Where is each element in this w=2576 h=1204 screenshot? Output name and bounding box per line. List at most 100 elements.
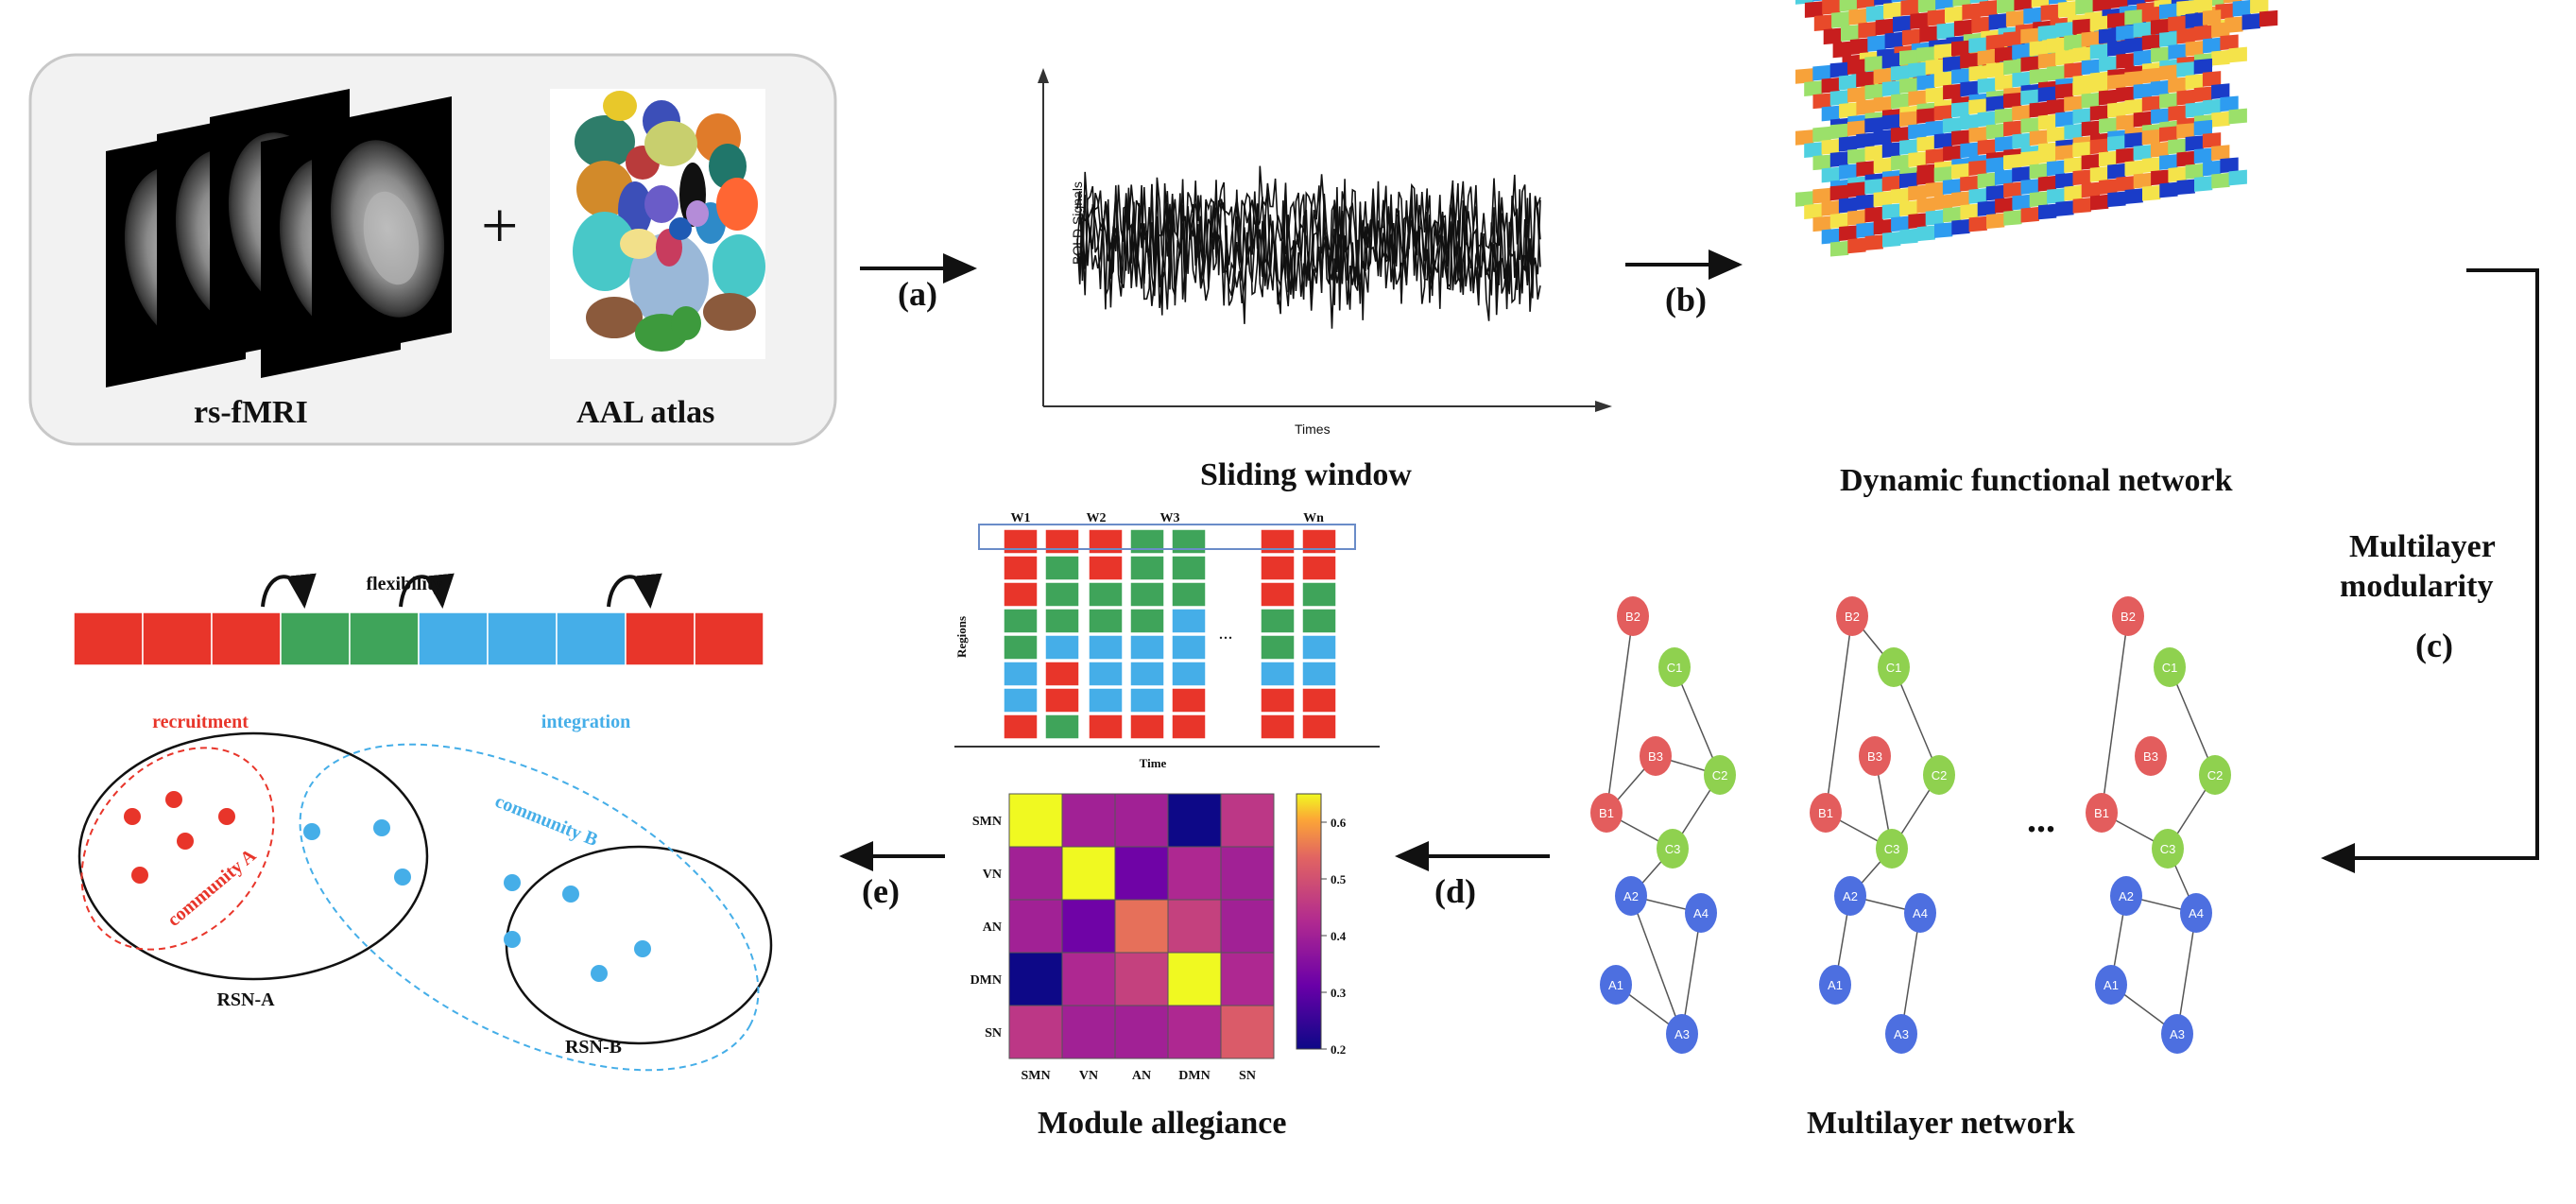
network-node-label: A3: [2170, 1027, 2185, 1041]
community-b-node: [634, 940, 651, 957]
community-cell: [1260, 555, 1296, 581]
sliding-window-title: Sliding window: [1200, 457, 1412, 492]
switch-arrow-icon: [261, 573, 317, 609]
colorbar-tick: 0.4: [1331, 929, 1347, 943]
heatmap-cell: [1008, 793, 1063, 848]
community-cell: [1301, 581, 1337, 608]
heatmap-cell: [1167, 846, 1222, 901]
recruitment-label: recruitment: [152, 712, 249, 732]
aal-atlas-image: [550, 89, 765, 359]
heatmap-cell: [1220, 899, 1275, 954]
window-label-w1: W1: [1011, 511, 1031, 525]
heatmap-cell: [1167, 952, 1222, 1006]
community-cell: [1301, 687, 1337, 714]
heatmap-row-label: SMN: [972, 815, 1002, 829]
network-layer: B2 C1 B3 C2 B1 C3 A2 A4 A1 A3: [2086, 596, 2231, 1054]
flexibility-bar-cell: [142, 611, 213, 666]
network-node-label: A4: [1693, 906, 1709, 920]
heatmap-col-label: DMN: [1178, 1069, 1210, 1083]
multilayer-modularity-line2: modularity: [2340, 569, 2494, 604]
community-cell: [1003, 661, 1039, 687]
y-axis-arrow-icon: [1038, 68, 1049, 83]
heatmap-col-label: AN: [1132, 1069, 1151, 1083]
community-cell: [1088, 555, 1124, 581]
community-cell: [1044, 555, 1080, 581]
heatmap-cell: [1061, 1005, 1116, 1059]
community-cell: [1003, 634, 1039, 661]
network-layer: B2 C1 B3 C2 B1 C3 A2 A4 A1 A3: [1590, 596, 1736, 1054]
community-cell: [1003, 555, 1039, 581]
flexibility-bar-cell: [556, 611, 627, 666]
network-node-label: B2: [1625, 610, 1640, 624]
community-cell: [1301, 555, 1337, 581]
community-cell: [1088, 661, 1124, 687]
network-node: [1885, 1014, 1917, 1054]
community-cell: [1003, 687, 1039, 714]
community-cell: [1044, 528, 1080, 555]
network-edge: [2176, 912, 2197, 1035]
network-node: [1810, 793, 1842, 833]
network-edge: [1674, 666, 1721, 776]
network-node-label: B3: [2143, 749, 2158, 764]
arrow-c: [2321, 268, 2539, 873]
connectivity-layer: [1795, 119, 2247, 257]
network-node-label: C2: [2207, 768, 2224, 783]
heatmap-row-label: AN: [983, 920, 1002, 935]
community-cell: [1171, 528, 1207, 555]
network-node-label: A2: [1623, 889, 1639, 903]
regions-ylabel: Regions: [954, 616, 969, 658]
network-node-label: C1: [2162, 661, 2178, 675]
rsn-a-label: RSN-A: [216, 989, 275, 1010]
fmri-slice: [312, 96, 452, 361]
heatmap-col-label: SN: [1239, 1069, 1256, 1083]
community-a-node: [131, 867, 148, 884]
heatmap-cell: [1061, 793, 1116, 848]
network-node: [1658, 647, 1691, 687]
network-node-label: A3: [1674, 1027, 1690, 1041]
network-node: [2161, 1014, 2193, 1054]
community-cell: [1171, 714, 1207, 740]
network-node: [1836, 596, 1868, 636]
community-b-node: [504, 874, 521, 891]
network-node: [1859, 736, 1891, 776]
community-assignment-matrix: W1 W2 W3 Wn... Regions Time: [954, 511, 1380, 770]
heatmap-cell: [1220, 952, 1275, 1006]
bold-signal-traces: [1076, 165, 1541, 329]
network-node: [1600, 965, 1632, 1005]
network-node-label: A4: [2189, 906, 2204, 920]
integration-label: integration: [541, 712, 630, 732]
community-cell: [1088, 608, 1124, 634]
network-node: [2152, 829, 2184, 869]
community-b-node: [562, 886, 579, 903]
rsn-b-label: RSN-B: [565, 1037, 622, 1058]
x-axis-arrow-icon: [1595, 401, 1612, 412]
network-edge: [1606, 615, 1634, 814]
network-node: [1617, 596, 1649, 636]
step-c-label: (c): [2415, 627, 2453, 664]
heatmap-cell: [1061, 899, 1116, 954]
network-node: [1923, 755, 1955, 795]
network-node-label: C1: [1667, 661, 1683, 675]
heatmap-cell: [1167, 1005, 1222, 1059]
heatmap-row-label: SN: [985, 1026, 1002, 1041]
network-node-label: C3: [2160, 842, 2176, 856]
community-cell: [1171, 555, 1207, 581]
atlas-label: AAL atlas: [576, 395, 715, 430]
heatmap-cell: [1061, 846, 1116, 901]
community-cell: [1003, 581, 1039, 608]
flexibility-bar-cell: [211, 611, 282, 666]
network-node: [2154, 647, 2186, 687]
network-edge: [1630, 895, 1683, 1035]
network-node-label: C3: [1884, 842, 1900, 856]
community-cell: [1044, 687, 1080, 714]
connectivity-layer: [1795, 0, 2247, 134]
step-arrows: [839, 249, 2539, 873]
network-node: [1878, 647, 1910, 687]
colorbar-tick: 0.6: [1331, 816, 1347, 830]
community-a-node: [165, 791, 182, 808]
network-node-label: B1: [1818, 806, 1833, 820]
community-cell: [1260, 528, 1296, 555]
community-cell: [1260, 634, 1296, 661]
community-cell: [1129, 634, 1165, 661]
flexibility-bar-cell: [487, 611, 558, 666]
